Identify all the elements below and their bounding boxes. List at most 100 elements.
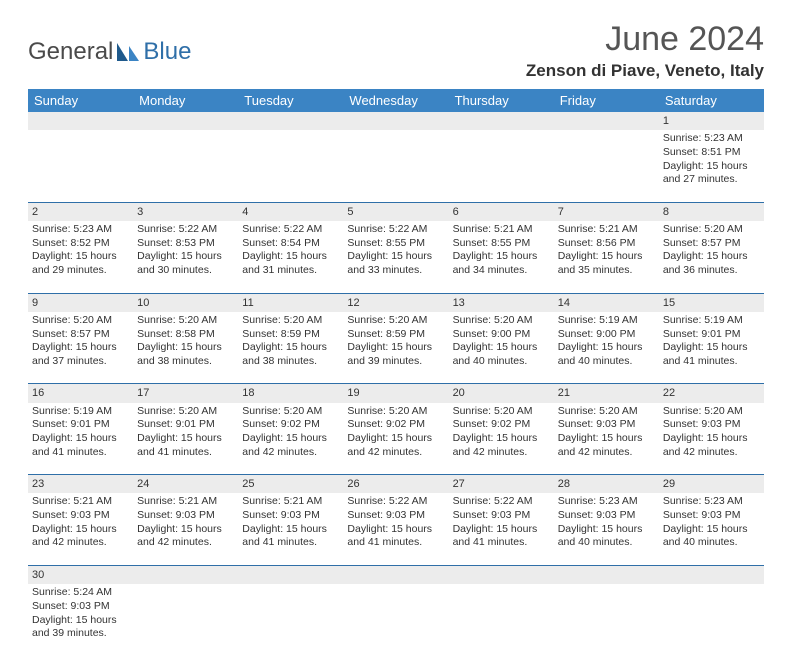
calendar-table: SundayMondayTuesdayWednesdayThursdayFrid… xyxy=(28,89,764,656)
empty-cell xyxy=(28,112,133,130)
page-title: June 2024 xyxy=(526,20,764,59)
empty-cell xyxy=(133,112,238,130)
date-row: 23242526272829 xyxy=(28,475,764,494)
day-info: Sunrise: 5:21 AMSunset: 9:03 PMDaylight:… xyxy=(238,493,343,565)
day-number: 15 xyxy=(659,293,764,312)
day-number: 2 xyxy=(28,202,133,221)
empty-cell xyxy=(659,565,764,584)
empty-cell xyxy=(343,584,448,656)
dow-header: Tuesday xyxy=(238,89,343,112)
day-number: 21 xyxy=(554,384,659,403)
info-row: Sunrise: 5:20 AMSunset: 8:57 PMDaylight:… xyxy=(28,312,764,384)
day-number: 18 xyxy=(238,384,343,403)
day-info: Sunrise: 5:20 AMSunset: 8:57 PMDaylight:… xyxy=(659,221,764,293)
day-info: Sunrise: 5:23 AMSunset: 8:52 PMDaylight:… xyxy=(28,221,133,293)
empty-cell xyxy=(554,130,659,202)
info-row: Sunrise: 5:23 AMSunset: 8:52 PMDaylight:… xyxy=(28,221,764,293)
date-row: 16171819202122 xyxy=(28,384,764,403)
day-info: Sunrise: 5:20 AMSunset: 9:00 PMDaylight:… xyxy=(449,312,554,384)
empty-cell xyxy=(554,584,659,656)
info-row: Sunrise: 5:24 AMSunset: 9:03 PMDaylight:… xyxy=(28,584,764,656)
date-row: 9101112131415 xyxy=(28,293,764,312)
date-row: 30 xyxy=(28,565,764,584)
empty-cell xyxy=(659,584,764,656)
empty-cell xyxy=(133,565,238,584)
empty-cell xyxy=(238,565,343,584)
day-number: 9 xyxy=(28,293,133,312)
brand-word-2: Blue xyxy=(143,38,191,66)
day-info: Sunrise: 5:21 AMSunset: 9:03 PMDaylight:… xyxy=(28,493,133,565)
dow-header: Friday xyxy=(554,89,659,112)
dow-header: Sunday xyxy=(28,89,133,112)
dow-header: Saturday xyxy=(659,89,764,112)
empty-cell xyxy=(449,565,554,584)
day-info: Sunrise: 5:20 AMSunset: 8:59 PMDaylight:… xyxy=(343,312,448,384)
day-number: 26 xyxy=(343,475,448,494)
day-number: 20 xyxy=(449,384,554,403)
dow-header-row: SundayMondayTuesdayWednesdayThursdayFrid… xyxy=(28,89,764,112)
day-info: Sunrise: 5:22 AMSunset: 8:54 PMDaylight:… xyxy=(238,221,343,293)
day-info: Sunrise: 5:20 AMSunset: 8:57 PMDaylight:… xyxy=(28,312,133,384)
day-info: Sunrise: 5:20 AMSunset: 9:02 PMDaylight:… xyxy=(343,403,448,475)
day-number: 3 xyxy=(133,202,238,221)
empty-cell xyxy=(343,565,448,584)
day-number: 10 xyxy=(133,293,238,312)
info-row: Sunrise: 5:23 AMSunset: 8:51 PMDaylight:… xyxy=(28,130,764,202)
header: General Blue June 2024 Zenson di Piave, … xyxy=(28,20,764,81)
empty-cell xyxy=(238,130,343,202)
brand-word-1: General xyxy=(28,38,113,66)
day-number: 6 xyxy=(449,202,554,221)
empty-cell xyxy=(449,112,554,130)
day-number: 11 xyxy=(238,293,343,312)
day-number: 5 xyxy=(343,202,448,221)
empty-cell xyxy=(343,112,448,130)
day-info: Sunrise: 5:20 AMSunset: 9:03 PMDaylight:… xyxy=(659,403,764,475)
empty-cell xyxy=(449,130,554,202)
date-row: 2345678 xyxy=(28,202,764,221)
day-info: Sunrise: 5:19 AMSunset: 9:01 PMDaylight:… xyxy=(659,312,764,384)
day-number: 13 xyxy=(449,293,554,312)
day-number: 28 xyxy=(554,475,659,494)
day-info: Sunrise: 5:23 AMSunset: 9:03 PMDaylight:… xyxy=(659,493,764,565)
day-info: Sunrise: 5:23 AMSunset: 9:03 PMDaylight:… xyxy=(554,493,659,565)
day-info: Sunrise: 5:20 AMSunset: 9:03 PMDaylight:… xyxy=(554,403,659,475)
sail-icon xyxy=(115,41,141,63)
day-number: 1 xyxy=(659,112,764,130)
day-info: Sunrise: 5:20 AMSunset: 9:02 PMDaylight:… xyxy=(449,403,554,475)
empty-cell xyxy=(554,565,659,584)
day-number: 7 xyxy=(554,202,659,221)
day-number: 12 xyxy=(343,293,448,312)
day-info: Sunrise: 5:20 AMSunset: 9:02 PMDaylight:… xyxy=(238,403,343,475)
empty-cell xyxy=(28,130,133,202)
calendar-body: 1Sunrise: 5:23 AMSunset: 8:51 PMDaylight… xyxy=(28,112,764,656)
info-row: Sunrise: 5:21 AMSunset: 9:03 PMDaylight:… xyxy=(28,493,764,565)
empty-cell xyxy=(343,130,448,202)
day-number: 8 xyxy=(659,202,764,221)
day-info: Sunrise: 5:24 AMSunset: 9:03 PMDaylight:… xyxy=(28,584,133,656)
day-number: 24 xyxy=(133,475,238,494)
empty-cell xyxy=(238,112,343,130)
day-number: 23 xyxy=(28,475,133,494)
day-number: 30 xyxy=(28,565,133,584)
empty-cell xyxy=(133,584,238,656)
day-number: 16 xyxy=(28,384,133,403)
empty-cell xyxy=(133,130,238,202)
day-info: Sunrise: 5:22 AMSunset: 9:03 PMDaylight:… xyxy=(449,493,554,565)
day-info: Sunrise: 5:22 AMSunset: 9:03 PMDaylight:… xyxy=(343,493,448,565)
day-info: Sunrise: 5:23 AMSunset: 8:51 PMDaylight:… xyxy=(659,130,764,202)
day-info: Sunrise: 5:21 AMSunset: 8:56 PMDaylight:… xyxy=(554,221,659,293)
brand-logo: General Blue xyxy=(28,38,191,66)
day-info: Sunrise: 5:22 AMSunset: 8:53 PMDaylight:… xyxy=(133,221,238,293)
dow-header: Wednesday xyxy=(343,89,448,112)
day-info: Sunrise: 5:21 AMSunset: 9:03 PMDaylight:… xyxy=(133,493,238,565)
day-number: 27 xyxy=(449,475,554,494)
empty-cell xyxy=(238,584,343,656)
day-number: 29 xyxy=(659,475,764,494)
info-row: Sunrise: 5:19 AMSunset: 9:01 PMDaylight:… xyxy=(28,403,764,475)
day-info: Sunrise: 5:20 AMSunset: 8:59 PMDaylight:… xyxy=(238,312,343,384)
location-subtitle: Zenson di Piave, Veneto, Italy xyxy=(526,61,764,81)
day-info: Sunrise: 5:20 AMSunset: 8:58 PMDaylight:… xyxy=(133,312,238,384)
empty-cell xyxy=(554,112,659,130)
date-row: 1 xyxy=(28,112,764,130)
day-info: Sunrise: 5:20 AMSunset: 9:01 PMDaylight:… xyxy=(133,403,238,475)
